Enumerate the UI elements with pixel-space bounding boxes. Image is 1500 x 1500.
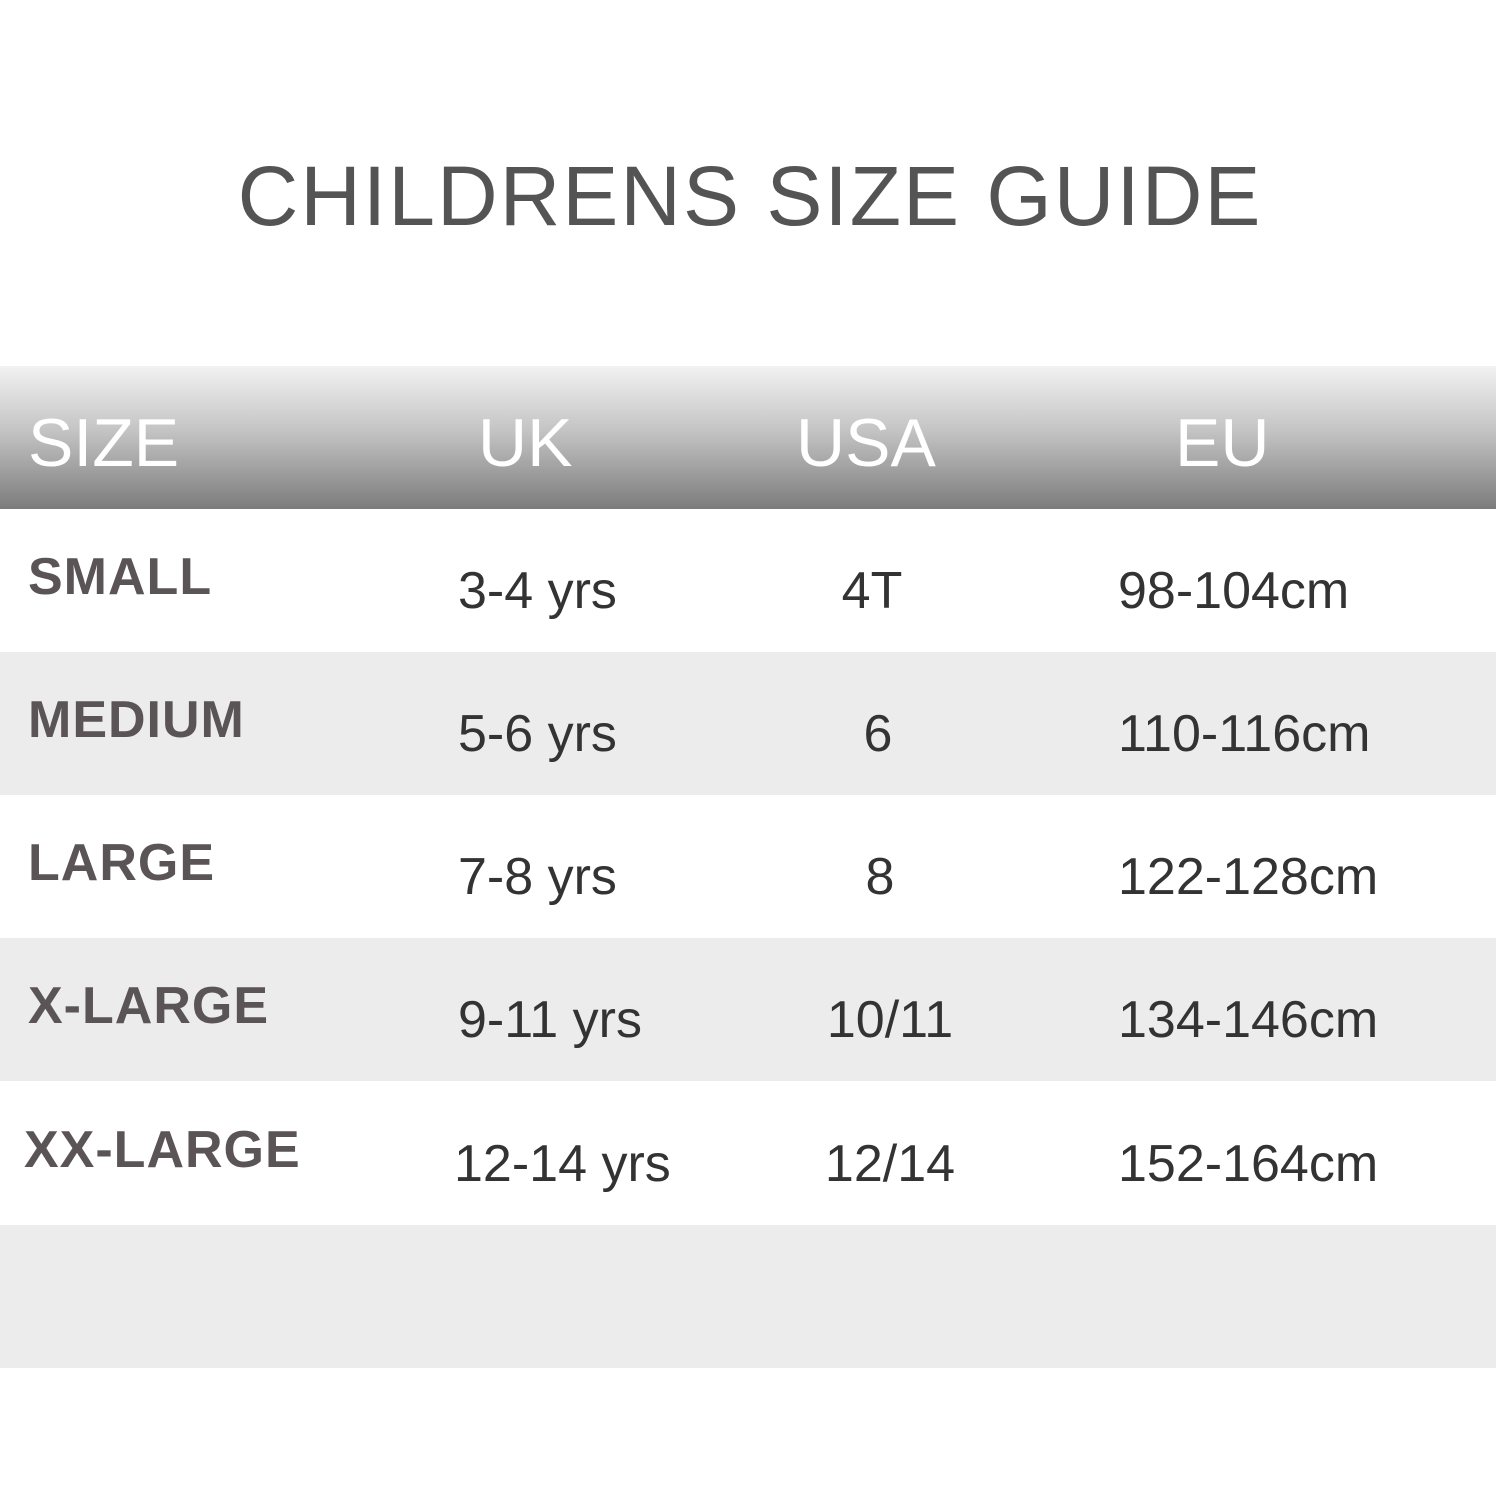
page-title: CHILDRENS SIZE GUIDE [237,149,1263,243]
header-uk: UK [478,405,573,481]
table-header: SIZE UK USA EU [0,366,1496,509]
usa-cell: 6 [863,705,893,763]
size-label: XX-LARGE [24,1121,301,1179]
header-size: SIZE [28,405,180,481]
uk-cell: 3-4 yrs [458,562,617,620]
uk-cell: 5-6 yrs [458,705,617,763]
size-label: MEDIUM [28,691,245,749]
size-label: X-LARGE [28,977,269,1035]
table-row: MEDIUM 5-6 yrs 6 110-116cm [0,652,1496,795]
usa-cell: 10/11 [826,991,954,1049]
table-row: SMALL 3-4 yrs 4T 98-104cm [0,509,1496,652]
eu-cell: 152-164cm [1118,1135,1379,1193]
usa-cell: 8 [865,848,895,906]
header-usa: USA [796,405,936,481]
uk-cell: 7-8 yrs [458,848,617,906]
eu-cell: 98-104cm [1118,562,1350,620]
usa-cell: 4T [841,562,903,620]
eu-cell: 122-128cm [1118,848,1379,906]
uk-cell: 12-14 yrs [454,1135,671,1193]
empty-row [0,1225,1496,1368]
eu-cell: 110-116cm [1118,705,1371,763]
uk-cell: 9-11 yrs [458,991,642,1049]
size-label: LARGE [28,834,215,892]
usa-cell: 12/14 [824,1135,956,1193]
eu-cell: 134-146cm [1118,991,1379,1049]
table-row: LARGE 7-8 yrs 8 122-128cm [0,795,1496,938]
table-row: X-LARGE 9-11 yrs 10/11 134-146cm [0,938,1496,1081]
table-row: XX-LARGE 12-14 yrs 12/14 152-164cm [0,1082,1496,1225]
size-label: SMALL [28,548,213,606]
header-eu: EU [1175,405,1270,481]
